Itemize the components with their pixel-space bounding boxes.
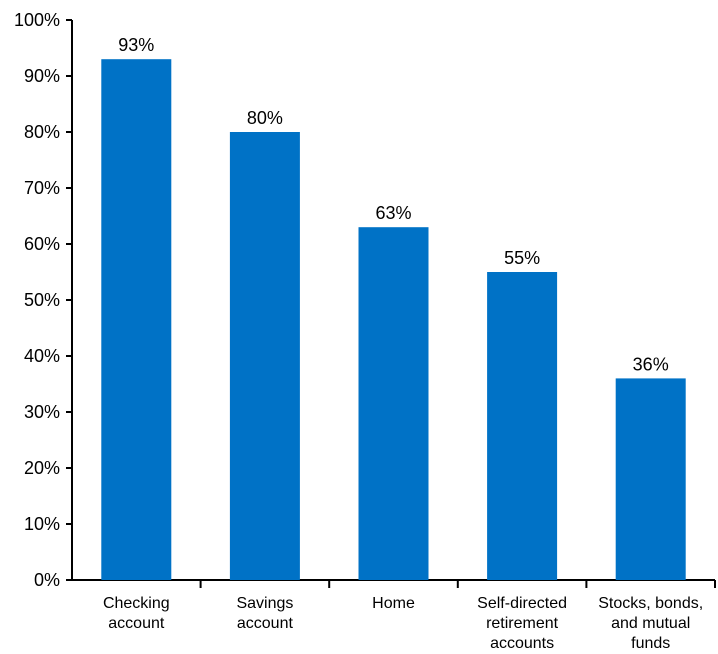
x-axis <box>72 579 716 588</box>
x-tick-label-line: and mutual <box>611 615 690 632</box>
x-tick-label-line: Stocks, bonds, <box>598 595 703 612</box>
x-tick-label: Home <box>372 595 415 612</box>
y-tick-label: 40% <box>24 346 60 366</box>
y-tick-label: 100% <box>14 10 60 30</box>
bar <box>101 59 172 580</box>
y-tick-label: 60% <box>24 234 60 254</box>
x-tick-label-line: funds <box>631 635 670 652</box>
x-tick-label-line: Checking <box>103 595 170 612</box>
x-tick-label-line: Savings <box>236 595 293 612</box>
x-tick-label-line: accounts <box>490 635 554 652</box>
y-tick-label: 50% <box>24 290 60 310</box>
x-tick-label-line: retirement <box>486 615 559 632</box>
value-labels: 93% 80% 63% 55% 36% <box>118 35 668 374</box>
y-tick-label: 70% <box>24 178 60 198</box>
y-tick-label: 30% <box>24 402 60 422</box>
y-tick-label: 10% <box>24 514 60 534</box>
x-tick-label-line: account <box>108 615 165 632</box>
bar <box>358 227 429 580</box>
data-label: 36% <box>633 354 669 374</box>
x-tick-label: Checking account <box>103 595 170 632</box>
bar <box>487 272 558 580</box>
y-tick-label: 80% <box>24 122 60 142</box>
data-label: 80% <box>247 108 283 128</box>
x-tick-label: Savings account <box>236 595 293 632</box>
x-tick-label-line: Home <box>372 595 415 612</box>
x-tick-label-line: Self-directed <box>477 595 567 612</box>
y-axis: 0% 10% 20% 30% 40% 50% 60% 70% 80% 90% 100% <box>14 10 73 590</box>
data-label: 55% <box>504 248 540 268</box>
bars <box>101 59 686 580</box>
x-tick-label: Stocks, bonds, and mutual funds <box>598 595 703 652</box>
category-labels: Checking account Savings account Home Self-di… <box>103 595 703 652</box>
y-tick-label: 20% <box>24 458 60 478</box>
x-tick-label-line: account <box>237 615 294 632</box>
bar <box>615 378 686 580</box>
data-label: 93% <box>118 35 154 55</box>
x-tick-label: Self-directed retirement accounts <box>477 595 567 652</box>
y-tick-label: 90% <box>24 66 60 86</box>
y-tick-label: 0% <box>34 570 60 590</box>
data-label: 63% <box>375 203 411 223</box>
bar <box>229 132 300 580</box>
